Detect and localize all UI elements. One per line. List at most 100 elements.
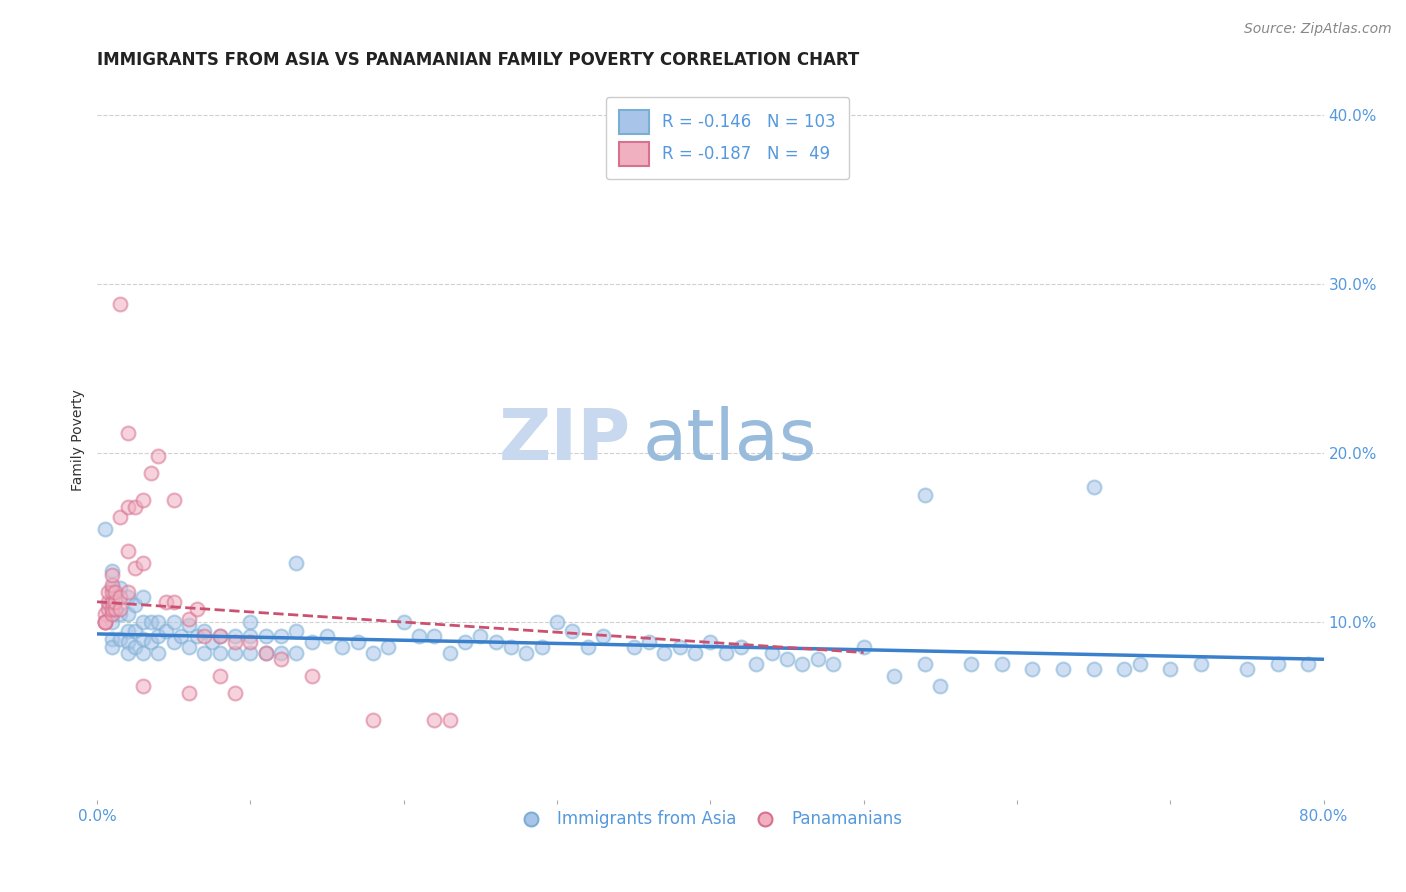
Point xyxy=(193,624,215,638)
Point xyxy=(224,646,246,660)
Point xyxy=(163,493,186,508)
Point xyxy=(155,595,177,609)
Point xyxy=(454,635,477,649)
Point xyxy=(960,657,983,672)
Point xyxy=(201,635,224,649)
Point xyxy=(117,500,139,515)
Point xyxy=(104,584,127,599)
Point xyxy=(561,624,583,638)
Point xyxy=(792,657,814,672)
Point xyxy=(139,615,162,629)
Point xyxy=(163,615,186,629)
Point xyxy=(408,629,430,643)
Point xyxy=(330,640,353,655)
Point xyxy=(638,635,661,649)
Point xyxy=(132,632,155,646)
Point xyxy=(101,578,124,592)
Point xyxy=(177,686,200,700)
Point xyxy=(224,629,246,643)
Point xyxy=(714,646,737,660)
Point xyxy=(239,635,262,649)
Point xyxy=(776,652,799,666)
Point xyxy=(108,607,131,621)
Point xyxy=(239,629,262,643)
Point xyxy=(101,632,124,646)
Point xyxy=(124,624,146,638)
Point xyxy=(1159,662,1181,676)
Point xyxy=(270,646,292,660)
Point xyxy=(224,686,246,700)
Point xyxy=(576,640,599,655)
Point xyxy=(1083,662,1105,676)
Point xyxy=(148,450,170,464)
Point xyxy=(270,629,292,643)
Point xyxy=(93,615,115,629)
Point xyxy=(208,629,231,643)
Point xyxy=(132,615,155,629)
Point xyxy=(852,640,875,655)
Point xyxy=(1114,662,1136,676)
Point xyxy=(592,629,614,643)
Point xyxy=(97,595,120,609)
Legend: Immigrants from Asia, Panamanians: Immigrants from Asia, Panamanians xyxy=(512,803,908,834)
Point xyxy=(108,297,131,311)
Point xyxy=(177,612,200,626)
Point xyxy=(485,635,508,649)
Point xyxy=(132,556,155,570)
Point xyxy=(101,615,124,629)
Point xyxy=(224,635,246,649)
Point xyxy=(132,679,155,693)
Point xyxy=(101,601,124,615)
Point xyxy=(186,601,208,615)
Point xyxy=(108,601,131,615)
Point xyxy=(652,646,675,660)
Point xyxy=(914,657,936,672)
Point xyxy=(990,657,1012,672)
Text: Source: ZipAtlas.com: Source: ZipAtlas.com xyxy=(1244,22,1392,37)
Point xyxy=(361,646,384,660)
Point xyxy=(104,601,127,615)
Point xyxy=(132,646,155,660)
Point xyxy=(101,640,124,655)
Point xyxy=(423,629,446,643)
Point xyxy=(285,646,308,660)
Point xyxy=(101,607,124,621)
Point xyxy=(163,595,186,609)
Point xyxy=(346,635,368,649)
Text: atlas: atlas xyxy=(643,406,817,475)
Point xyxy=(1021,662,1043,676)
Point xyxy=(1052,662,1074,676)
Point xyxy=(301,669,323,683)
Point xyxy=(254,629,277,643)
Point xyxy=(423,713,446,727)
Point xyxy=(439,646,461,660)
Point xyxy=(301,635,323,649)
Point xyxy=(117,624,139,638)
Point xyxy=(1236,662,1258,676)
Point xyxy=(108,590,131,604)
Point xyxy=(316,629,339,643)
Point xyxy=(101,565,124,579)
Point xyxy=(117,590,139,604)
Point xyxy=(93,522,115,536)
Point xyxy=(730,640,752,655)
Point xyxy=(108,582,131,596)
Point xyxy=(93,615,115,629)
Point xyxy=(124,598,146,612)
Point xyxy=(239,615,262,629)
Point xyxy=(155,624,177,638)
Point xyxy=(117,607,139,621)
Point xyxy=(148,646,170,660)
Point xyxy=(163,635,186,649)
Point xyxy=(101,595,124,609)
Text: ZIP: ZIP xyxy=(498,406,630,475)
Point xyxy=(101,582,124,596)
Point xyxy=(208,629,231,643)
Point xyxy=(668,640,690,655)
Point xyxy=(929,679,952,693)
Point xyxy=(745,657,768,672)
Point xyxy=(208,669,231,683)
Point xyxy=(699,635,721,649)
Point xyxy=(97,601,120,615)
Point xyxy=(98,598,121,612)
